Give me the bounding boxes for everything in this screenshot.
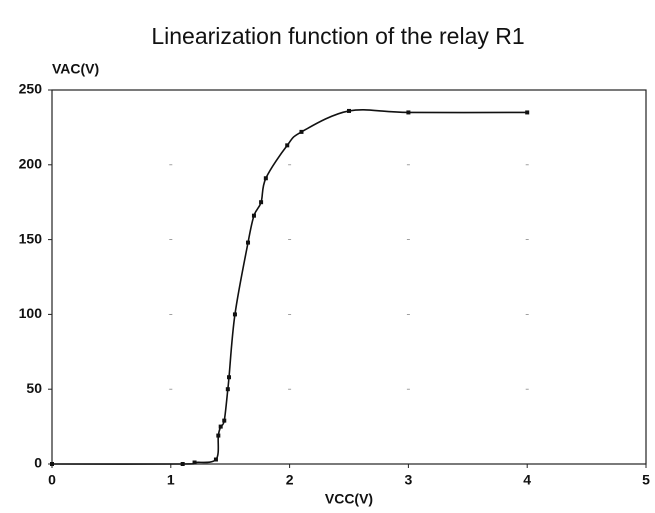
data-point [246, 240, 251, 245]
x-tick-label: 1 [167, 472, 175, 488]
y-tick-label: 100 [19, 305, 43, 321]
data-point [259, 200, 264, 205]
data-point [263, 176, 268, 181]
x-tick-label: 5 [642, 472, 650, 488]
data-point [347, 108, 351, 113]
data-point [213, 457, 218, 462]
x-tick-label: 3 [405, 472, 413, 488]
x-tick-label: 2 [286, 472, 294, 488]
x-tick-label: 4 [523, 472, 531, 488]
x-tick-label: 0 [48, 472, 56, 488]
y-tick-label: 200 [19, 156, 43, 172]
data-point [222, 418, 227, 423]
data-point [180, 462, 185, 466]
fit-line [51, 108, 528, 465]
data-point [225, 387, 230, 392]
chart-title: Linearization function of the relay R1 [151, 23, 524, 49]
data-point [406, 110, 411, 115]
data-point [299, 129, 304, 134]
data-point [232, 312, 237, 317]
y-tick-label: 0 [34, 455, 42, 471]
y-tick-label: 250 [19, 81, 43, 97]
y-tick-label: 50 [26, 380, 42, 396]
y-axis-label: VAC(V) [52, 61, 99, 77]
data-point [218, 424, 223, 429]
data-point [525, 110, 530, 115]
data-point [50, 462, 54, 466]
data-point [192, 460, 197, 465]
plot-frame [51, 89, 647, 465]
data-point [251, 213, 256, 218]
data-point [285, 143, 290, 148]
x-axis-label: VCC(V) [325, 491, 373, 507]
y-tick-label: 150 [19, 230, 43, 246]
data-point [227, 375, 232, 380]
data-point [216, 433, 221, 438]
